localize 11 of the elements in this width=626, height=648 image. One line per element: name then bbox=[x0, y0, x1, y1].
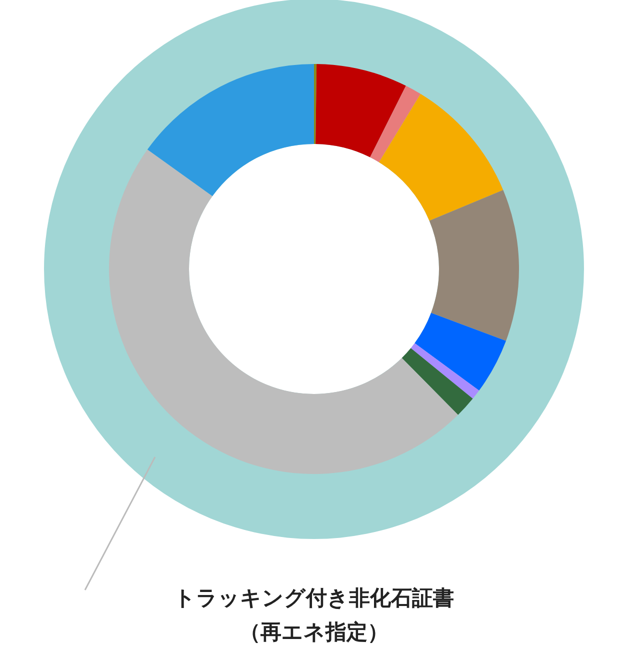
donut-slice bbox=[316, 64, 406, 158]
donut-slice bbox=[402, 348, 473, 415]
donut-slice bbox=[414, 312, 506, 391]
donut-slice bbox=[314, 64, 317, 144]
slice-label: トラッキング付き非化石証書（再エネ指定） bbox=[174, 586, 454, 644]
donut-slice bbox=[378, 94, 504, 221]
donut-slice bbox=[410, 343, 480, 399]
donut-slice bbox=[147, 64, 314, 196]
donut-slice bbox=[109, 150, 458, 474]
donut-slice bbox=[429, 190, 519, 341]
donut-slice bbox=[370, 86, 421, 162]
